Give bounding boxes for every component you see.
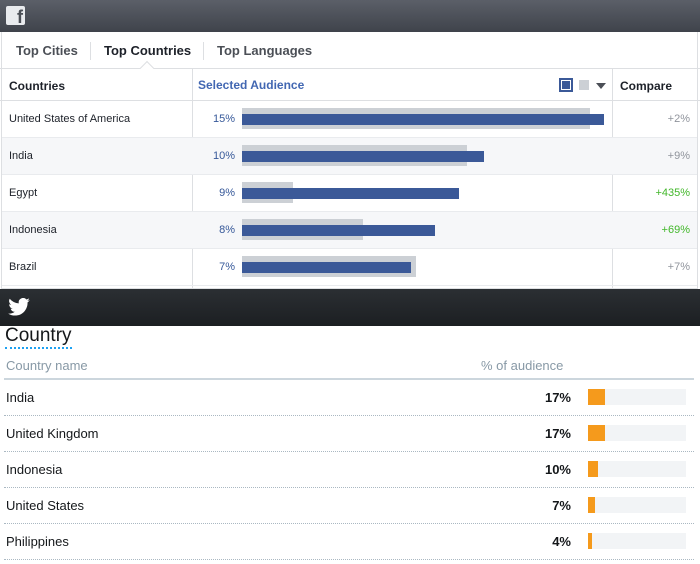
compare-value: +69% [661, 224, 690, 236]
tab-divider [0, 68, 700, 69]
audience-bar [588, 425, 605, 441]
percent-label: 4% [552, 534, 571, 549]
row-divider [4, 415, 694, 416]
bar-track [588, 461, 686, 477]
column-header: Selected Audience [198, 78, 305, 92]
country-name: Brazil [9, 261, 37, 273]
column-header: Compare [620, 79, 673, 93]
tab[interactable]: Top Cities [16, 43, 78, 58]
section-title: Country [5, 326, 72, 349]
percent-label: 10% [544, 462, 571, 477]
country-name: India [9, 150, 33, 162]
facebook-logo: f [6, 6, 25, 27]
row-divider [4, 523, 694, 524]
audience-label: 8% [219, 224, 235, 236]
row-divider [4, 487, 694, 488]
twitter-logo [8, 298, 30, 316]
column-header: Countries [9, 79, 66, 93]
country-name: United Kingdom [6, 426, 99, 441]
audience-bar [588, 533, 592, 549]
country-name: United States [6, 498, 85, 513]
row-divider [4, 451, 694, 452]
bar-track [588, 389, 686, 405]
audience-bar [588, 461, 598, 477]
column-header: % of audience [481, 358, 564, 373]
facebook-panel [1, 32, 698, 289]
compare-value: +9% [667, 150, 690, 162]
table-header-divider [0, 100, 700, 101]
tab-separator [90, 42, 91, 60]
tab[interactable]: Top Languages [217, 43, 313, 58]
audience-bar [242, 188, 460, 199]
twitter-header-rule [4, 378, 694, 380]
dropdown-arrow[interactable] [596, 83, 606, 89]
compare-value: +2% [667, 113, 690, 125]
tab-separator [203, 42, 204, 60]
audience-bar [242, 262, 412, 273]
country-name: Indonesia [9, 224, 57, 236]
bar-track [588, 497, 686, 513]
percent-label: 17% [544, 390, 571, 405]
country-name: Philippines [6, 534, 69, 549]
compare-value: +7% [667, 261, 690, 273]
twitter-header [0, 289, 700, 326]
country-name: Egypt [9, 187, 38, 199]
row-divider [4, 559, 694, 560]
percent-label: 7% [552, 498, 571, 513]
compare-value: +435% [655, 187, 690, 199]
audience-bar [588, 389, 605, 405]
audience-bar [242, 225, 436, 236]
audience-label: 10% [212, 150, 235, 162]
column-divider [612, 69, 613, 289]
tab[interactable]: Top Countries [104, 43, 192, 58]
audience-label: 15% [212, 113, 235, 125]
row-divider [2, 137, 697, 138]
audience-bar [588, 497, 595, 513]
audience-label: 9% [219, 187, 235, 199]
bar-track [588, 425, 686, 441]
legend-selected-toggle[interactable] [559, 78, 573, 92]
column-divider [192, 69, 193, 289]
row-divider [2, 211, 697, 212]
audience-label: 7% [219, 261, 235, 273]
bar-track [588, 533, 686, 549]
percent-label: 17% [544, 426, 571, 441]
row-divider [2, 285, 697, 286]
audience-bar [242, 151, 484, 162]
row-divider [2, 248, 697, 249]
audience-bar [242, 114, 605, 125]
row-divider [2, 174, 697, 175]
country-name: India [6, 390, 35, 405]
country-name: Indonesia [6, 462, 63, 477]
column-header: Country name [6, 358, 88, 373]
country-name: United States of America [9, 113, 131, 125]
facebook-header [0, 0, 700, 32]
legend-baseline-toggle[interactable] [579, 80, 589, 90]
